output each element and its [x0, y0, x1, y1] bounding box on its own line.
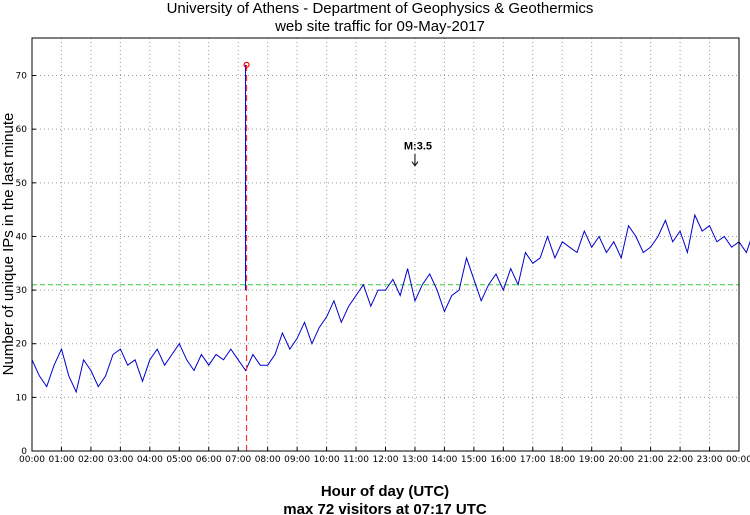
x-tick-label: 22:00 — [667, 455, 693, 465]
x-tick-label: 17:00 — [520, 455, 546, 465]
plot-frame — [31, 37, 740, 452]
y-tick-label: 50 — [16, 179, 28, 189]
x-tick-label: 02:00 — [78, 455, 104, 465]
peak-marker — [243, 61, 250, 68]
grid-lines — [32, 38, 739, 451]
annotation-label: M:3.5 — [404, 141, 432, 153]
x-tick-label: 23:00 — [697, 455, 723, 465]
x-tick-label: 14:00 — [431, 455, 457, 465]
y-tick-label: 40 — [16, 232, 28, 242]
y-tick-label: 20 — [16, 340, 28, 350]
x-tick-label: 08:00 — [255, 455, 281, 465]
chart-title: University of Athens - Department of Geo… — [167, 0, 594, 17]
x-tick-label: 06:00 — [196, 455, 222, 465]
y-axis-ticks: 0 10 20 30 40 50 60 70 — [16, 72, 36, 457]
x-tick-label: 15:00 — [461, 455, 487, 465]
annotation-arrow-head — [411, 161, 419, 167]
x-axis-ticks: 00:00 01:00 02:00 03:00 04:00 05:00 06:00 07:00… — [19, 447, 750, 465]
chart-subtitle: web site traffic for 09-May-2017 — [274, 18, 485, 35]
x-tick-label: 03:00 — [107, 455, 133, 465]
x-tick-label: 04:00 — [137, 455, 163, 465]
x-tick-label: 21:00 — [638, 455, 664, 465]
x-tick-label: 07:00 — [225, 455, 251, 465]
x-tick-label: 13:00 — [402, 455, 428, 465]
chart-caption: max 72 visitors at 07:17 UTC — [283, 501, 487, 515]
x-tick-label: 18:00 — [549, 455, 575, 465]
x-axis-label: Hour of day (UTC) — [321, 483, 449, 500]
annotation-layer: M:3.5 — [404, 141, 432, 167]
x-tick-label: 09:00 — [284, 455, 310, 465]
x-tick-label: 16:00 — [490, 455, 516, 465]
y-tick-label: 30 — [16, 286, 28, 296]
peak-layer — [243, 61, 250, 451]
traffic-series-line — [31, 213, 750, 394]
x-tick-label: 01:00 — [48, 455, 74, 465]
y-tick-label: 0 — [21, 447, 27, 457]
y-axis-label: Number of unique IPs in the last minute — [0, 113, 17, 376]
x-tick-label: 00:00 — [726, 455, 750, 465]
y-tick-label: 10 — [16, 393, 28, 403]
x-tick-label: 11:00 — [343, 455, 369, 465]
x-tick-label: 00:00 — [19, 455, 45, 465]
y-tick-label: 70 — [16, 72, 28, 82]
x-tick-label: 05:00 — [166, 455, 192, 465]
y-tick-label: 60 — [16, 125, 28, 135]
x-tick-label: 12:00 — [373, 455, 399, 465]
x-tick-label: 10:00 — [314, 455, 340, 465]
x-tick-label: 19:00 — [579, 455, 605, 465]
x-tick-label: 20:00 — [608, 455, 634, 465]
series-layer — [31, 213, 750, 394]
